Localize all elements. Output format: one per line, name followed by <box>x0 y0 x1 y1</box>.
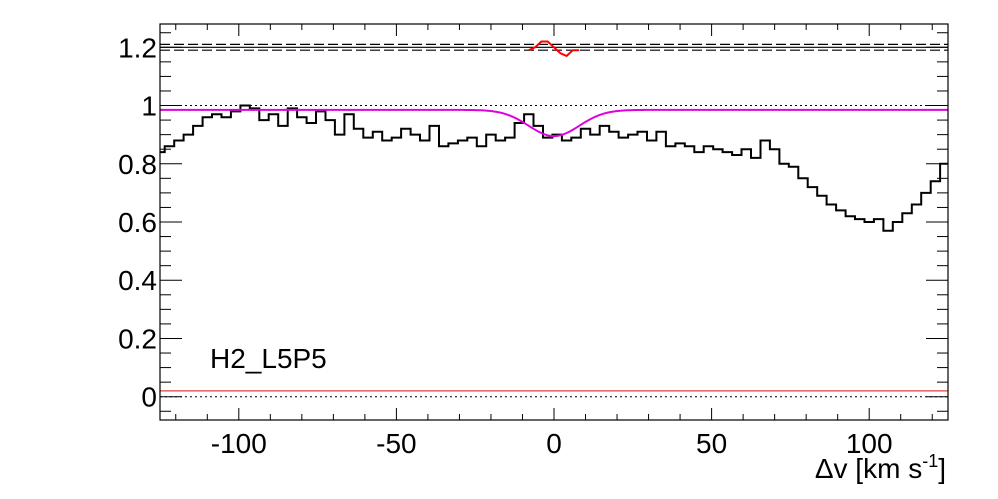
x-tick-label: 100 <box>846 428 893 459</box>
x-axis-title-main: Δv [km s <box>815 453 922 484</box>
y-tick-label: 1 <box>141 91 157 122</box>
x-tick-label: 0 <box>546 428 562 459</box>
y-tick-label: 0.8 <box>118 149 157 180</box>
x-axis-title-close: ] <box>938 453 946 484</box>
axes: -100 -50 0 50 100 0 0.2 0.4 0.6 0.8 1 1.2 <box>118 23 949 459</box>
line-annotation: H2_L5P5 <box>210 343 327 374</box>
y-tick-label: 0.4 <box>118 265 157 296</box>
y-tick-label: 0.2 <box>118 323 157 354</box>
x-tick-label: 50 <box>696 428 727 459</box>
x-tick-label: -50 <box>376 428 416 459</box>
residual-line <box>528 40 580 58</box>
x-tick-label: -100 <box>211 428 267 459</box>
x-axis-title-superscript: -1 <box>922 451 938 471</box>
fitted-profile-line <box>160 108 948 138</box>
y-tick-label: 0.6 <box>118 207 157 238</box>
y-tick-label: 1.2 <box>118 32 157 63</box>
y-tick-label: 0 <box>141 382 157 413</box>
plot-area <box>160 40 948 398</box>
x-axis-title: Δv [km s-1] <box>815 451 946 484</box>
